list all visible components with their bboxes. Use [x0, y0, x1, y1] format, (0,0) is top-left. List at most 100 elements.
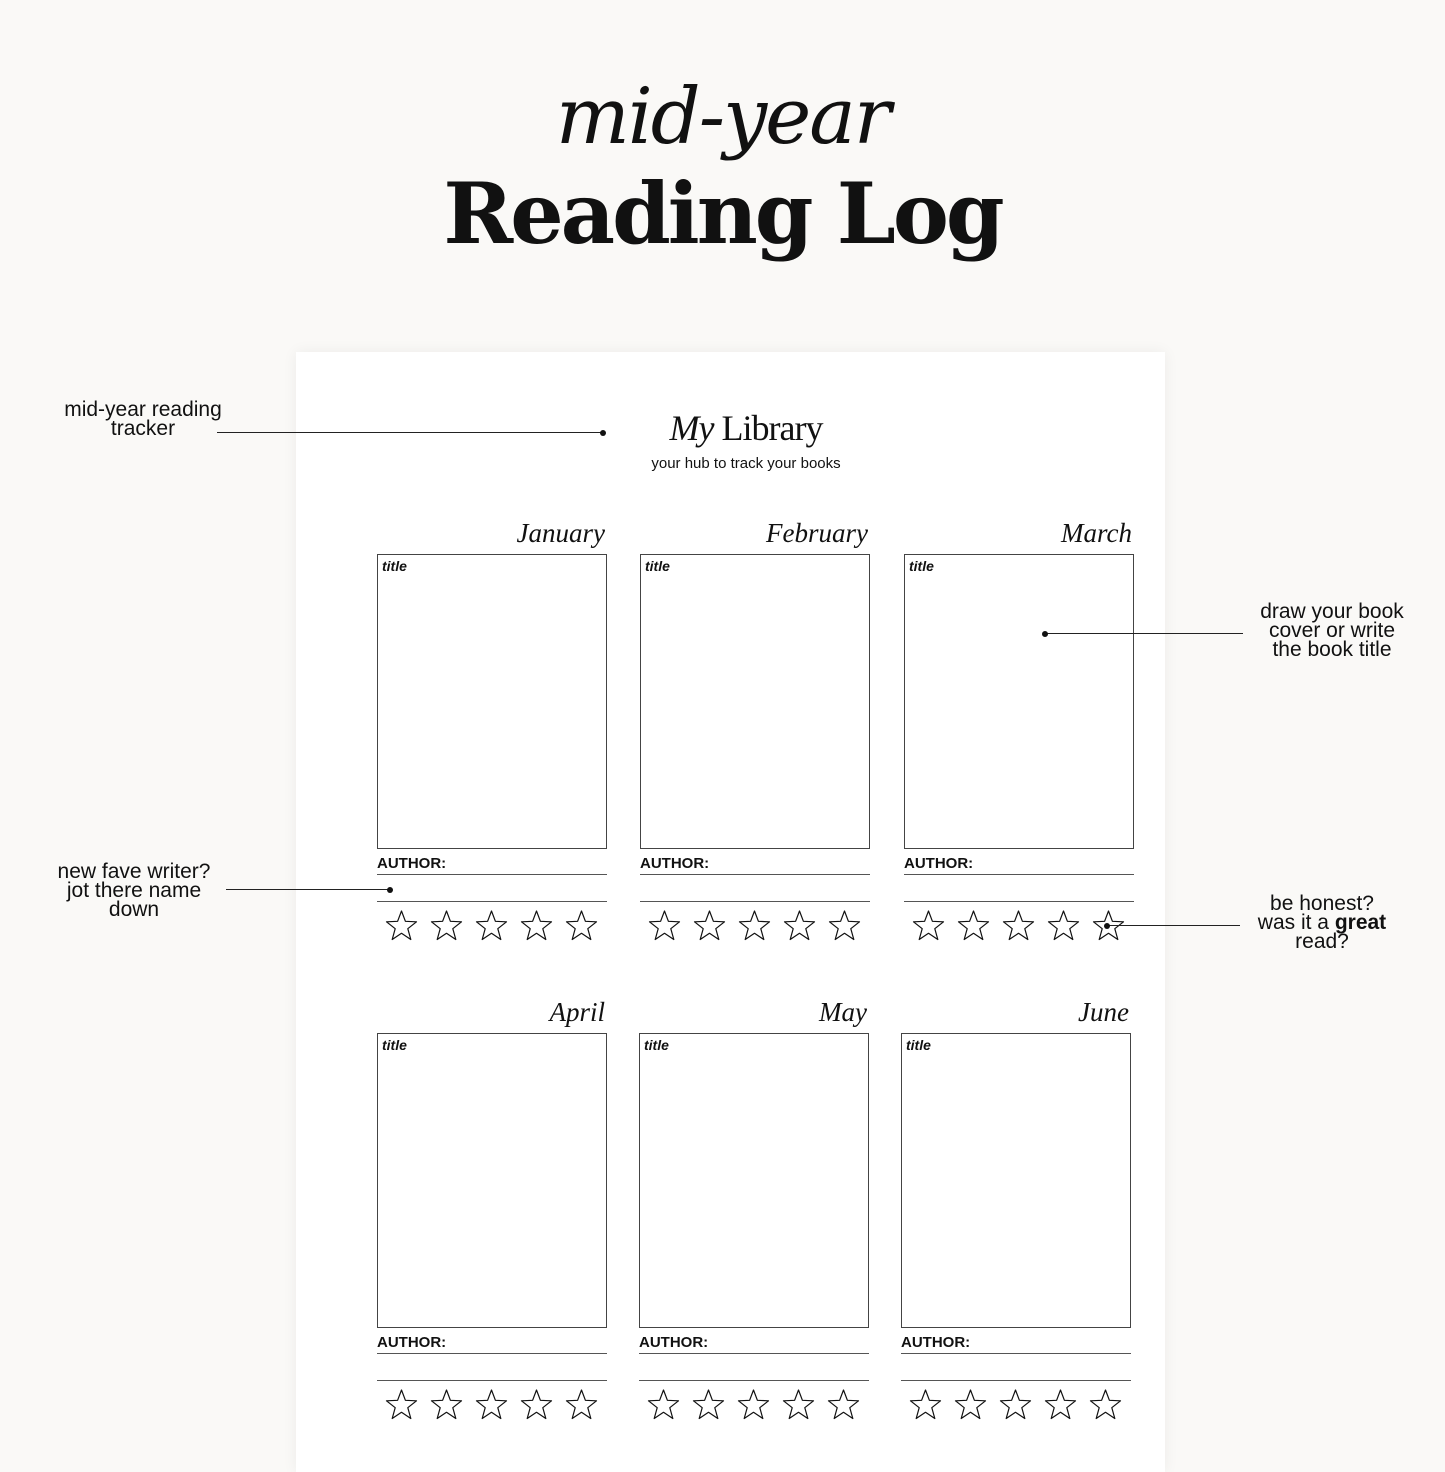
book-cover-area[interactable]: title [904, 554, 1134, 849]
author-label: AUTHOR: [377, 1334, 447, 1351]
month-label: February [766, 518, 868, 548]
rating-star[interactable] [693, 909, 726, 942]
star-rating[interactable] [912, 909, 1125, 942]
sheet-title-italic: My [669, 408, 715, 448]
rating-star[interactable] [909, 1388, 942, 1421]
annotation-text: was it a [1257, 911, 1335, 934]
author-label: AUTHOR: [377, 855, 447, 872]
author-line[interactable] [377, 901, 607, 902]
annotation-tracker: mid-year reading tracker [40, 398, 246, 440]
leader-line [1107, 925, 1240, 926]
month-label: April [549, 997, 605, 1027]
author-line[interactable] [377, 1353, 607, 1354]
rating-star[interactable] [1047, 909, 1080, 942]
month-label: March [1061, 518, 1132, 548]
title-label: title [382, 1037, 407, 1053]
rating-star[interactable] [430, 909, 463, 942]
leader-line [217, 432, 603, 433]
annotation-text: be honest? [1270, 892, 1374, 915]
sheet-title: My Library [296, 410, 1196, 446]
author-line[interactable] [640, 874, 870, 875]
author-line[interactable] [639, 1380, 869, 1381]
leader-dot [1104, 923, 1110, 929]
author-line[interactable] [901, 1353, 1131, 1354]
star-rating[interactable] [385, 1388, 598, 1421]
rating-star[interactable] [648, 909, 681, 942]
annotation-text: jot there name [66, 879, 202, 902]
rating-star[interactable] [737, 1388, 770, 1421]
annotation-writer: new fave writer? jot there name down [34, 860, 234, 921]
star-rating[interactable] [385, 909, 598, 942]
title-label: title [906, 1037, 931, 1053]
author-line[interactable] [639, 1353, 869, 1354]
author-line[interactable] [901, 1380, 1131, 1381]
rating-star[interactable] [385, 909, 418, 942]
star-rating[interactable] [647, 1388, 860, 1421]
annotation-text: new fave writer? [57, 860, 211, 883]
month-label: June [1078, 997, 1129, 1027]
author-line[interactable] [904, 901, 1134, 902]
title-label: title [644, 1037, 669, 1053]
rating-star[interactable] [520, 909, 553, 942]
rating-star[interactable] [1092, 909, 1125, 942]
rating-star[interactable] [782, 1388, 815, 1421]
star-rating[interactable] [909, 1388, 1122, 1421]
author-line[interactable] [377, 874, 607, 875]
book-cover-area[interactable]: title [640, 554, 870, 849]
book-cover-area[interactable]: title [377, 554, 607, 849]
rating-star[interactable] [385, 1388, 418, 1421]
rating-star[interactable] [565, 1388, 598, 1421]
book-cover-area[interactable]: title [639, 1033, 869, 1328]
rating-star[interactable] [912, 909, 945, 942]
title-label: title [645, 558, 670, 574]
rating-star[interactable] [828, 909, 861, 942]
rating-star[interactable] [1044, 1388, 1077, 1421]
book-cover-area[interactable]: title [377, 1033, 607, 1328]
annotation-emphasis: great [1334, 911, 1387, 934]
annotation-text: mid-year reading [64, 398, 222, 421]
author-line[interactable] [640, 901, 870, 902]
annotation-text: was it a great [1222, 911, 1422, 934]
rating-star[interactable] [520, 1388, 553, 1421]
book-cover-area[interactable]: title [901, 1033, 1131, 1328]
title-label: title [909, 558, 934, 574]
title-label: title [382, 558, 407, 574]
rating-star[interactable] [957, 909, 990, 942]
sheet-title-rest: Library [721, 408, 824, 448]
header-script-title: mid-year [555, 72, 891, 162]
rating-star[interactable] [1089, 1388, 1122, 1421]
annotation-text: tracker [110, 417, 176, 440]
rating-star[interactable] [738, 909, 771, 942]
month-label: January [516, 518, 605, 548]
rating-star[interactable] [430, 1388, 463, 1421]
rating-star[interactable] [565, 909, 598, 942]
header-main-title: Reading Log [443, 164, 1004, 263]
leader-dot [387, 887, 393, 893]
leader-dot [1042, 631, 1048, 637]
annotation-cover: draw your book cover or write the book t… [1232, 600, 1432, 661]
rating-star[interactable] [827, 1388, 860, 1421]
month-label: May [819, 997, 867, 1027]
annotation-text: read? [1295, 930, 1349, 953]
star-rating[interactable] [648, 909, 861, 942]
rating-star[interactable] [475, 909, 508, 942]
rating-star[interactable] [1002, 909, 1035, 942]
annotation-text: the book title [1272, 638, 1392, 661]
rating-star[interactable] [783, 909, 816, 942]
author-line[interactable] [377, 1380, 607, 1381]
rating-star[interactable] [475, 1388, 508, 1421]
rating-star[interactable] [999, 1388, 1032, 1421]
rating-star[interactable] [647, 1388, 680, 1421]
rating-star[interactable] [954, 1388, 987, 1421]
annotation-rating: be honest? was it a great read? [1222, 892, 1422, 953]
author-label: AUTHOR: [904, 855, 974, 872]
annotation-text: down [108, 898, 160, 921]
sheet-subtitle: your hub to track your books [651, 455, 841, 472]
rating-star[interactable] [692, 1388, 725, 1421]
author-line[interactable] [904, 874, 1134, 875]
leader-line [1045, 633, 1243, 634]
annotation-text: draw your book [1260, 600, 1404, 623]
printable-sheet [296, 352, 1165, 1472]
author-label: AUTHOR: [639, 1334, 709, 1351]
author-label: AUTHOR: [640, 855, 710, 872]
